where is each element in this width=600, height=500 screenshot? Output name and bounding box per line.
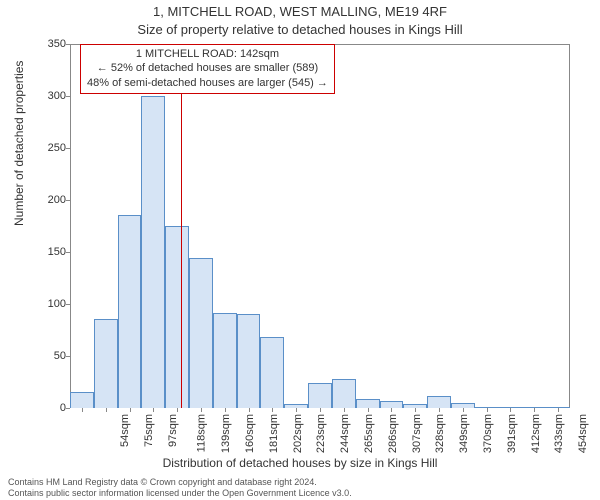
page-title: 1, MITCHELL ROAD, WEST MALLING, ME19 4RF <box>0 4 600 19</box>
y-tick-label: 250 <box>36 142 66 154</box>
y-tick-mark <box>66 148 70 149</box>
x-tick-mark <box>296 408 297 412</box>
y-tick-label: 50 <box>36 350 66 362</box>
y-tick-label: 100 <box>36 298 66 310</box>
x-tick-label: 202sqm <box>292 414 304 453</box>
y-tick-label: 300 <box>36 90 66 102</box>
x-tick-label: 433sqm <box>554 414 566 453</box>
x-tick-mark <box>177 408 178 412</box>
x-axis-title: Distribution of detached houses by size … <box>0 456 600 470</box>
reference-line <box>181 44 182 408</box>
x-tick-label: 307sqm <box>411 414 423 453</box>
histogram-bar <box>332 379 356 408</box>
footer-line-2: Contains public sector information licen… <box>8 488 352 498</box>
footer-line-1: Contains HM Land Registry data © Crown c… <box>8 477 352 487</box>
y-tick-label: 350 <box>36 38 66 50</box>
x-tick-mark <box>368 408 369 412</box>
histogram-bar <box>427 396 451 408</box>
chart-figure: 1, MITCHELL ROAD, WEST MALLING, ME19 4RF… <box>0 0 600 500</box>
x-tick-mark <box>225 408 226 412</box>
x-tick-label: 160sqm <box>244 414 256 453</box>
x-tick-mark <box>130 408 131 412</box>
info-line-1: 1 MITCHELL ROAD: 142sqm <box>87 47 328 61</box>
histogram-bar <box>308 383 332 408</box>
x-tick-mark <box>153 408 154 412</box>
y-tick-label: 200 <box>36 194 66 206</box>
x-tick-mark <box>249 408 250 412</box>
histogram-bar <box>94 319 118 408</box>
x-tick-mark <box>510 408 511 412</box>
page-subtitle: Size of property relative to detached ho… <box>0 22 600 37</box>
histogram-bar <box>118 215 142 408</box>
x-tick-label: 265sqm <box>363 414 375 453</box>
y-tick-label: 0 <box>36 402 66 414</box>
y-tick-mark <box>66 408 70 409</box>
x-tick-mark <box>463 408 464 412</box>
x-tick-mark <box>415 408 416 412</box>
x-tick-mark <box>439 408 440 412</box>
x-tick-label: 181sqm <box>268 414 280 453</box>
y-tick-mark <box>66 44 70 45</box>
x-tick-label: 454sqm <box>577 414 589 453</box>
y-tick-mark <box>66 252 70 253</box>
histogram-bar <box>213 313 237 408</box>
x-tick-mark <box>106 408 107 412</box>
y-tick-mark <box>66 200 70 201</box>
x-tick-mark <box>534 408 535 412</box>
info-line-3: 48% of semi-detached houses are larger (… <box>87 76 328 90</box>
x-tick-label: 139sqm <box>220 414 232 453</box>
x-tick-label: 286sqm <box>387 414 399 453</box>
x-tick-mark <box>391 408 392 412</box>
x-tick-label: 54sqm <box>119 414 131 447</box>
y-tick-label: 150 <box>36 246 66 258</box>
info-box: 1 MITCHELL ROAD: 142sqm ← 52% of detache… <box>80 44 335 94</box>
histogram-bar <box>70 392 94 408</box>
x-tick-label: 118sqm <box>196 414 208 452</box>
plot-area: 05010015020025030035054sqm75sqm97sqm118s… <box>70 44 570 408</box>
x-tick-mark <box>201 408 202 412</box>
x-tick-mark <box>320 408 321 412</box>
histogram-bar <box>189 258 213 408</box>
y-axis-title: Number of detached properties <box>12 61 26 226</box>
x-tick-mark <box>487 408 488 412</box>
histogram-bar <box>380 401 404 408</box>
histogram-bar <box>260 337 284 408</box>
histogram-bar <box>141 96 165 408</box>
y-tick-mark <box>66 304 70 305</box>
x-tick-label: 328sqm <box>435 414 447 453</box>
x-tick-label: 349sqm <box>458 414 470 453</box>
x-tick-label: 412sqm <box>530 414 542 453</box>
histogram-bar <box>356 399 380 408</box>
y-tick-mark <box>66 96 70 97</box>
info-line-2: ← 52% of detached houses are smaller (58… <box>87 61 328 75</box>
x-tick-label: 75sqm <box>143 414 155 447</box>
x-tick-label: 370sqm <box>482 414 494 453</box>
x-tick-label: 244sqm <box>339 414 351 453</box>
x-tick-mark <box>82 408 83 412</box>
x-tick-mark <box>558 408 559 412</box>
histogram-bar <box>237 314 261 408</box>
histogram-bar <box>165 226 189 408</box>
x-tick-mark <box>344 408 345 412</box>
x-tick-label: 391sqm <box>506 414 518 453</box>
y-tick-mark <box>66 356 70 357</box>
x-tick-label: 223sqm <box>316 414 328 453</box>
footer: Contains HM Land Registry data © Crown c… <box>8 477 352 498</box>
x-tick-label: 97sqm <box>167 414 179 447</box>
x-tick-mark <box>272 408 273 412</box>
